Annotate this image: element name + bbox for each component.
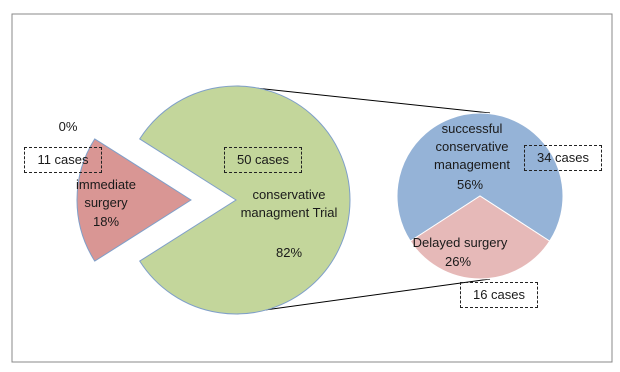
connector-line — [235, 85, 491, 114]
slice-percent: 18% — [92, 214, 120, 229]
slice-label: immediate surgery — [76, 177, 136, 210]
slice-label: conservative managment Trial — [240, 187, 338, 220]
chart-frame — [11, 13, 613, 363]
slice-label: Delayed surgery — [412, 235, 508, 250]
connector-line — [235, 278, 491, 315]
slice-percent: 26% — [444, 254, 472, 269]
pie-slice — [396, 112, 564, 242]
case-count-box: 34 cases — [524, 145, 602, 171]
pie-slice — [139, 85, 351, 315]
case-count-box: 16 cases — [460, 282, 538, 308]
slice-label: successful conservative management — [434, 121, 510, 172]
pie-slice — [409, 195, 551, 280]
annotation: 0% — [58, 119, 78, 134]
case-count-box: 11 cases — [24, 147, 102, 173]
case-count-box: 50 cases — [224, 147, 302, 173]
slice-percent: 56% — [456, 177, 484, 192]
slice-percent: 82% — [275, 245, 303, 260]
